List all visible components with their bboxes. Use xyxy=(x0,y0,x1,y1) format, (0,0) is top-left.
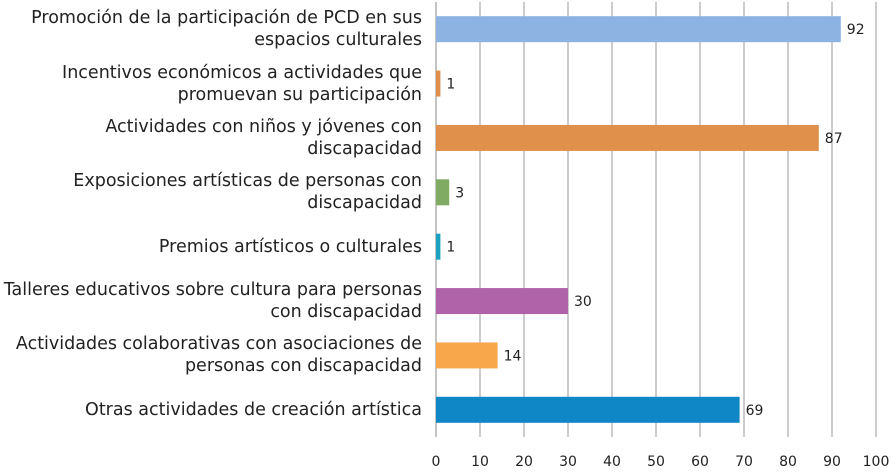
bar xyxy=(436,16,841,43)
value-label: 87 xyxy=(825,131,843,147)
value-label: 1 xyxy=(446,77,455,93)
category-label: Actividades con niños y jóvenes con disc… xyxy=(105,116,422,159)
value-label: 3 xyxy=(455,185,464,201)
bar xyxy=(436,70,441,97)
x-tick-label: 30 xyxy=(559,454,577,470)
value-label: 1 xyxy=(446,240,455,256)
category-label: Otras actividades de creación artística xyxy=(85,399,422,420)
category-label: Promoción de la participación de PCD en … xyxy=(31,8,422,51)
category-label: Actividades colaborativas con asociacion… xyxy=(15,334,422,377)
category-label: Incentivos económicos a actividades que … xyxy=(62,62,422,105)
x-tick-label: 40 xyxy=(603,454,621,470)
x-tick-label: 10 xyxy=(471,454,489,470)
bar xyxy=(436,396,740,423)
bar xyxy=(436,288,568,315)
x-tick-label: 50 xyxy=(647,454,665,470)
value-label: 14 xyxy=(504,348,522,364)
value-label: 92 xyxy=(847,22,865,38)
bar xyxy=(436,179,450,206)
value-label: 69 xyxy=(746,403,764,419)
x-tick-label: 60 xyxy=(691,454,709,470)
category-label: Talleres educativos sobre cultura para p… xyxy=(3,280,422,323)
x-tick-label: 100 xyxy=(863,454,890,470)
category-label: Exposiciones artísticas de personas con … xyxy=(73,171,422,214)
bar xyxy=(436,124,819,151)
category-label: Premios artísticos o culturales xyxy=(158,236,422,257)
x-tick-label: 80 xyxy=(779,454,797,470)
x-tick-label: 70 xyxy=(735,454,753,470)
x-tick-label: 20 xyxy=(515,454,533,470)
x-tick-label: 90 xyxy=(823,454,841,470)
bar xyxy=(436,342,498,369)
bar xyxy=(436,233,441,260)
x-tick-label: 0 xyxy=(432,454,441,470)
value-label: 30 xyxy=(574,294,592,310)
